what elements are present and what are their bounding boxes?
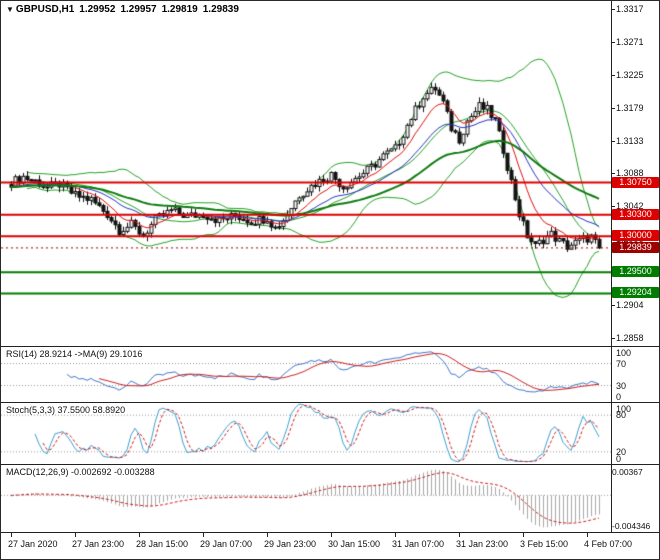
time-axis-tick	[459, 533, 460, 537]
time-axis-label: 3 Feb 15:00	[520, 539, 569, 549]
time-axis-tick	[139, 533, 140, 537]
time-axis-label: 27 Jan 23:00	[72, 539, 125, 549]
panel-separator	[1, 402, 659, 403]
rsi-label: RSI(14) 28.9214 ->MA(9) 29.1016	[6, 349, 143, 359]
time-axis-tick	[331, 533, 332, 537]
time-axis-tick	[75, 533, 76, 537]
time-axis-label: 4 Feb 07:00	[584, 539, 633, 549]
quote-open: 1.29952	[79, 4, 116, 15]
rsi-axis-label: 70	[616, 359, 627, 369]
price-tick-mark	[611, 42, 615, 43]
time-axis-tick	[267, 533, 268, 537]
time-axis-tick	[523, 533, 524, 537]
panel-separator	[1, 464, 659, 465]
quote-close: 1.29839	[202, 4, 239, 15]
chart-logo-icon: ▼	[6, 5, 14, 14]
time-axis-label: 28 Jan 15:00	[136, 539, 189, 549]
price-tick-mark	[611, 75, 615, 76]
rsi-axis-label: 0	[616, 392, 622, 402]
price-tick-mark	[611, 108, 615, 109]
stoch-axis-label: 80	[616, 410, 627, 420]
price-axis-divider	[611, 1, 612, 532]
price-level-badge: 1.29204	[612, 287, 659, 298]
time-axis-tick	[395, 533, 396, 537]
price-tick-label: 1.3088	[616, 168, 644, 178]
time-axis-tick	[11, 533, 12, 537]
macd-axis-label: -0.004346	[612, 521, 651, 531]
price-tick-label: 1.2858	[616, 333, 644, 343]
price-tick-mark	[611, 206, 615, 207]
price-tick-label: 1.3317	[616, 4, 644, 14]
time-axis-label: 31 Jan 07:00	[392, 539, 445, 549]
stochastic-label: Stoch(5,3,3) 37.5500 58.8920	[6, 405, 126, 415]
panel-separator	[1, 532, 659, 533]
macd-axis-label: 0.00367	[612, 467, 643, 477]
main-chart-canvas[interactable]	[1, 1, 611, 346]
price-tick-label: 1.2904	[616, 300, 644, 310]
time-axis-label: 27 Jan 2020	[8, 539, 58, 549]
stoch-axis-label: 100	[616, 404, 632, 414]
rsi-panel-canvas[interactable]	[1, 347, 611, 402]
chart-header: ▼ GBPUSD,H1 1.29952 1.29957 1.29819 1.29839	[6, 4, 244, 15]
quote-high: 1.29957	[120, 4, 157, 15]
price-level-badge: 1.30750	[612, 177, 659, 188]
rsi-axis-label: 30	[616, 381, 627, 391]
price-tick-mark	[611, 9, 615, 10]
time-axis-label: 30 Jan 15:00	[328, 539, 381, 549]
panel-separator	[1, 346, 659, 347]
price-tick-mark	[611, 305, 615, 306]
price-tick-mark	[611, 173, 615, 174]
price-tick-label: 1.3271	[616, 37, 644, 47]
stochastic-panel-canvas[interactable]	[1, 403, 611, 464]
price-tick-mark	[611, 141, 615, 142]
price-level-badge: 1.30000	[612, 230, 659, 241]
price-level-badge: 1.29500	[612, 266, 659, 277]
time-axis-label: 29 Jan 23:00	[264, 539, 317, 549]
price-tick-label: 1.3225	[616, 70, 644, 80]
price-tick-label: 1.3133	[616, 136, 644, 146]
price-tick-mark	[611, 338, 615, 339]
rsi-axis-label: 100	[616, 348, 632, 358]
stoch-axis-label: 20	[616, 447, 627, 457]
price-tick-label: 1.3179	[616, 103, 644, 113]
time-axis-tick	[587, 533, 588, 537]
stoch-axis-label: 0	[616, 454, 622, 464]
time-axis-label: 29 Jan 07:00	[200, 539, 253, 549]
price-tick-label: 1.3042	[616, 201, 644, 211]
macd-label: MACD(12,26,9) -0.002692 -0.003288	[6, 467, 155, 477]
time-axis-tick	[203, 533, 204, 537]
current-price-badge: 1.29839	[612, 242, 659, 253]
price-level-badge: 1.30300	[612, 209, 659, 220]
macd-panel-canvas[interactable]	[1, 465, 611, 532]
time-axis-label: 31 Jan 23:00	[456, 539, 509, 549]
symbol-title: GBPUSD,H1	[15, 4, 75, 15]
quote-low: 1.29819	[161, 4, 198, 15]
